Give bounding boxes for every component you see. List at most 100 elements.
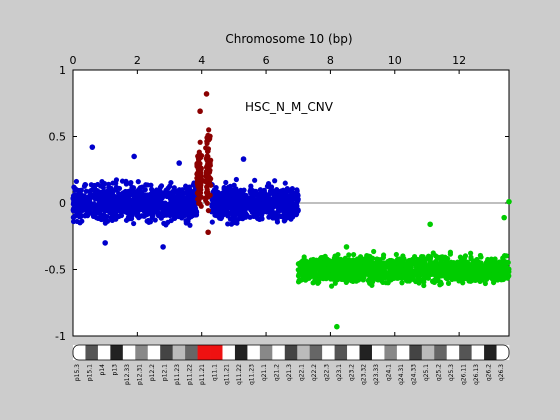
ideogram-band — [297, 345, 310, 360]
ideogram-band — [371, 345, 385, 360]
data-point — [203, 172, 210, 178]
data-point — [259, 196, 266, 202]
ideogram-band — [322, 345, 335, 360]
data-point — [82, 212, 89, 218]
data-point — [504, 268, 510, 274]
data-point — [204, 157, 210, 163]
data-point — [428, 259, 435, 266]
data-point — [127, 209, 133, 216]
data-point — [354, 270, 360, 276]
ideogram-band — [222, 345, 236, 360]
data-point — [100, 185, 106, 191]
data-point — [71, 184, 77, 190]
data-point — [468, 250, 474, 256]
data-point — [265, 194, 271, 200]
data-point — [459, 273, 465, 279]
data-point — [488, 274, 495, 280]
data-point — [233, 176, 239, 183]
ideogram-band — [421, 345, 435, 360]
data-point — [378, 270, 384, 276]
data-point — [272, 211, 278, 217]
ideogram-band — [247, 345, 261, 360]
data-point — [290, 192, 296, 198]
x-tick-label: 4 — [198, 54, 205, 67]
data-point — [272, 178, 278, 184]
data-point — [318, 255, 324, 261]
data-point — [241, 211, 247, 218]
data-point — [336, 267, 343, 273]
data-point — [172, 187, 178, 194]
data-point — [223, 190, 229, 196]
data-point — [254, 207, 260, 213]
outlier-point — [197, 108, 203, 115]
data-point — [437, 260, 443, 267]
ideogram-band-label: p12.31 — [137, 364, 144, 385]
data-point — [186, 198, 192, 204]
data-point — [101, 181, 108, 187]
ideogram-band — [85, 345, 99, 360]
ideogram-band — [97, 345, 111, 360]
data-point — [179, 215, 185, 221]
data-point — [505, 259, 511, 266]
data-point — [249, 209, 255, 215]
data-points — [70, 91, 512, 330]
data-point — [192, 205, 199, 212]
data-point — [468, 256, 474, 262]
data-point — [460, 260, 466, 266]
ideogram-band-label: q22.2 — [311, 364, 318, 381]
ideogram-band-label: q11.21 — [224, 364, 231, 385]
data-point — [227, 216, 234, 222]
data-point — [187, 186, 193, 193]
data-point — [204, 153, 210, 159]
data-point — [231, 182, 237, 188]
data-point — [165, 185, 171, 191]
data-point — [495, 274, 501, 280]
data-point — [469, 270, 475, 276]
outlier-point — [205, 229, 211, 236]
data-point — [379, 278, 385, 284]
data-point — [247, 189, 254, 195]
data-point — [127, 180, 134, 187]
data-point — [245, 202, 251, 208]
y-tick-label: 0 — [59, 197, 66, 210]
data-point — [274, 186, 280, 193]
data-point — [197, 139, 203, 145]
ideogram-band — [110, 345, 124, 360]
ideogram-band — [471, 345, 485, 360]
data-point — [124, 194, 130, 201]
data-point — [247, 214, 253, 220]
ideogram-band — [172, 345, 186, 360]
data-point — [236, 205, 242, 211]
data-point — [203, 177, 209, 184]
data-point — [97, 214, 103, 220]
ideogram-band-label: q22.3 — [323, 364, 330, 381]
data-point — [216, 204, 222, 211]
data-point — [447, 249, 454, 255]
data-point — [301, 254, 307, 260]
ideogram-band-label: q11.1 — [211, 364, 218, 381]
data-point — [161, 220, 167, 226]
data-point — [79, 218, 85, 224]
data-point — [197, 164, 204, 171]
data-point — [472, 264, 479, 270]
data-point — [204, 200, 210, 206]
data-point — [438, 281, 444, 287]
data-point — [105, 218, 111, 224]
ideogram-band — [496, 345, 510, 360]
data-point — [155, 205, 161, 211]
data-point — [344, 267, 351, 273]
data-point — [285, 195, 291, 201]
data-point — [131, 220, 137, 227]
data-point — [147, 196, 153, 202]
data-point — [226, 184, 232, 190]
data-point — [364, 252, 370, 259]
data-point — [107, 210, 113, 216]
data-point — [100, 190, 107, 196]
data-point — [310, 280, 316, 286]
data-point — [316, 277, 322, 283]
ideogram-band-label: p11.22 — [186, 364, 193, 385]
data-point — [72, 213, 78, 219]
ideogram-band — [359, 345, 373, 360]
outlier-point — [501, 214, 507, 221]
